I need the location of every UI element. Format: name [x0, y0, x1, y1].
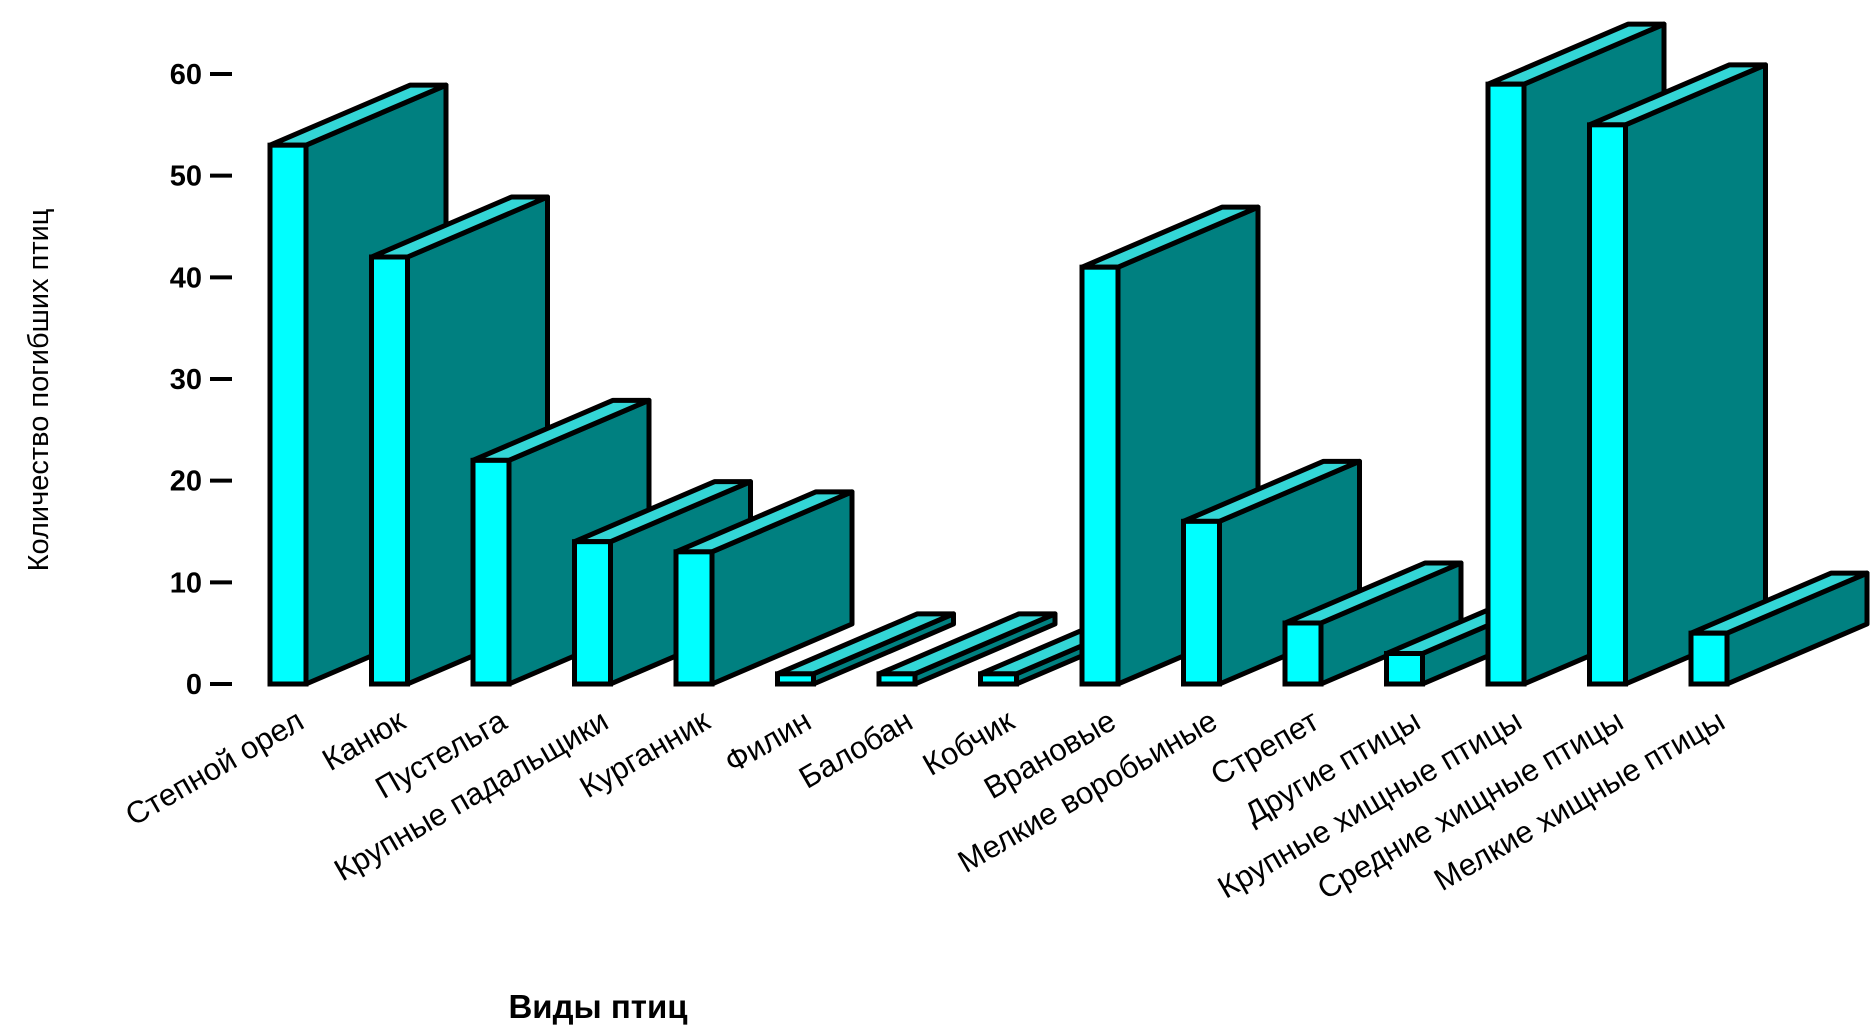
x-category-label: Балобан — [793, 703, 918, 796]
bar-front-face — [267, 142, 309, 687]
bar — [1282, 560, 1464, 687]
y-axis: 0 10 20 30 40 50 60 — [170, 59, 232, 701]
y-tick-label: 0 — [186, 669, 202, 701]
bar-front-face — [1384, 651, 1425, 687]
bar — [1587, 62, 1768, 687]
y-tick-label: 20 — [170, 466, 202, 498]
x-axis-title: Виды птиц — [508, 988, 687, 1025]
bars-group — [267, 21, 1870, 687]
bar-front-face — [775, 671, 816, 687]
bar-side-face — [1623, 62, 1768, 687]
bar-front-face — [673, 549, 715, 687]
bar — [1688, 570, 1870, 687]
bar-front-face — [470, 457, 512, 687]
bar-front-face — [876, 671, 918, 687]
y-axis-title: Количество погибших птиц — [23, 209, 55, 572]
bar-front-face — [1587, 122, 1628, 687]
y-tick-label: 40 — [170, 262, 202, 294]
bar-front-face — [1688, 630, 1730, 687]
bar-front-face — [572, 539, 613, 687]
x-category-label: Степной орел — [119, 703, 309, 833]
y-tick-label: 30 — [170, 364, 202, 396]
bar — [876, 611, 1058, 687]
bar-front-face — [978, 671, 1019, 687]
y-tick-label: 60 — [170, 59, 202, 91]
y-tick-label: 50 — [170, 161, 202, 193]
bar — [775, 611, 956, 687]
bar-front-face — [1181, 518, 1222, 687]
bar — [673, 489, 855, 687]
bar-front-face — [369, 254, 410, 687]
bar-front-face — [1282, 620, 1324, 687]
bar-front-face — [1079, 264, 1121, 687]
bar-front-face — [1485, 81, 1527, 687]
y-tick-label: 10 — [170, 567, 202, 599]
